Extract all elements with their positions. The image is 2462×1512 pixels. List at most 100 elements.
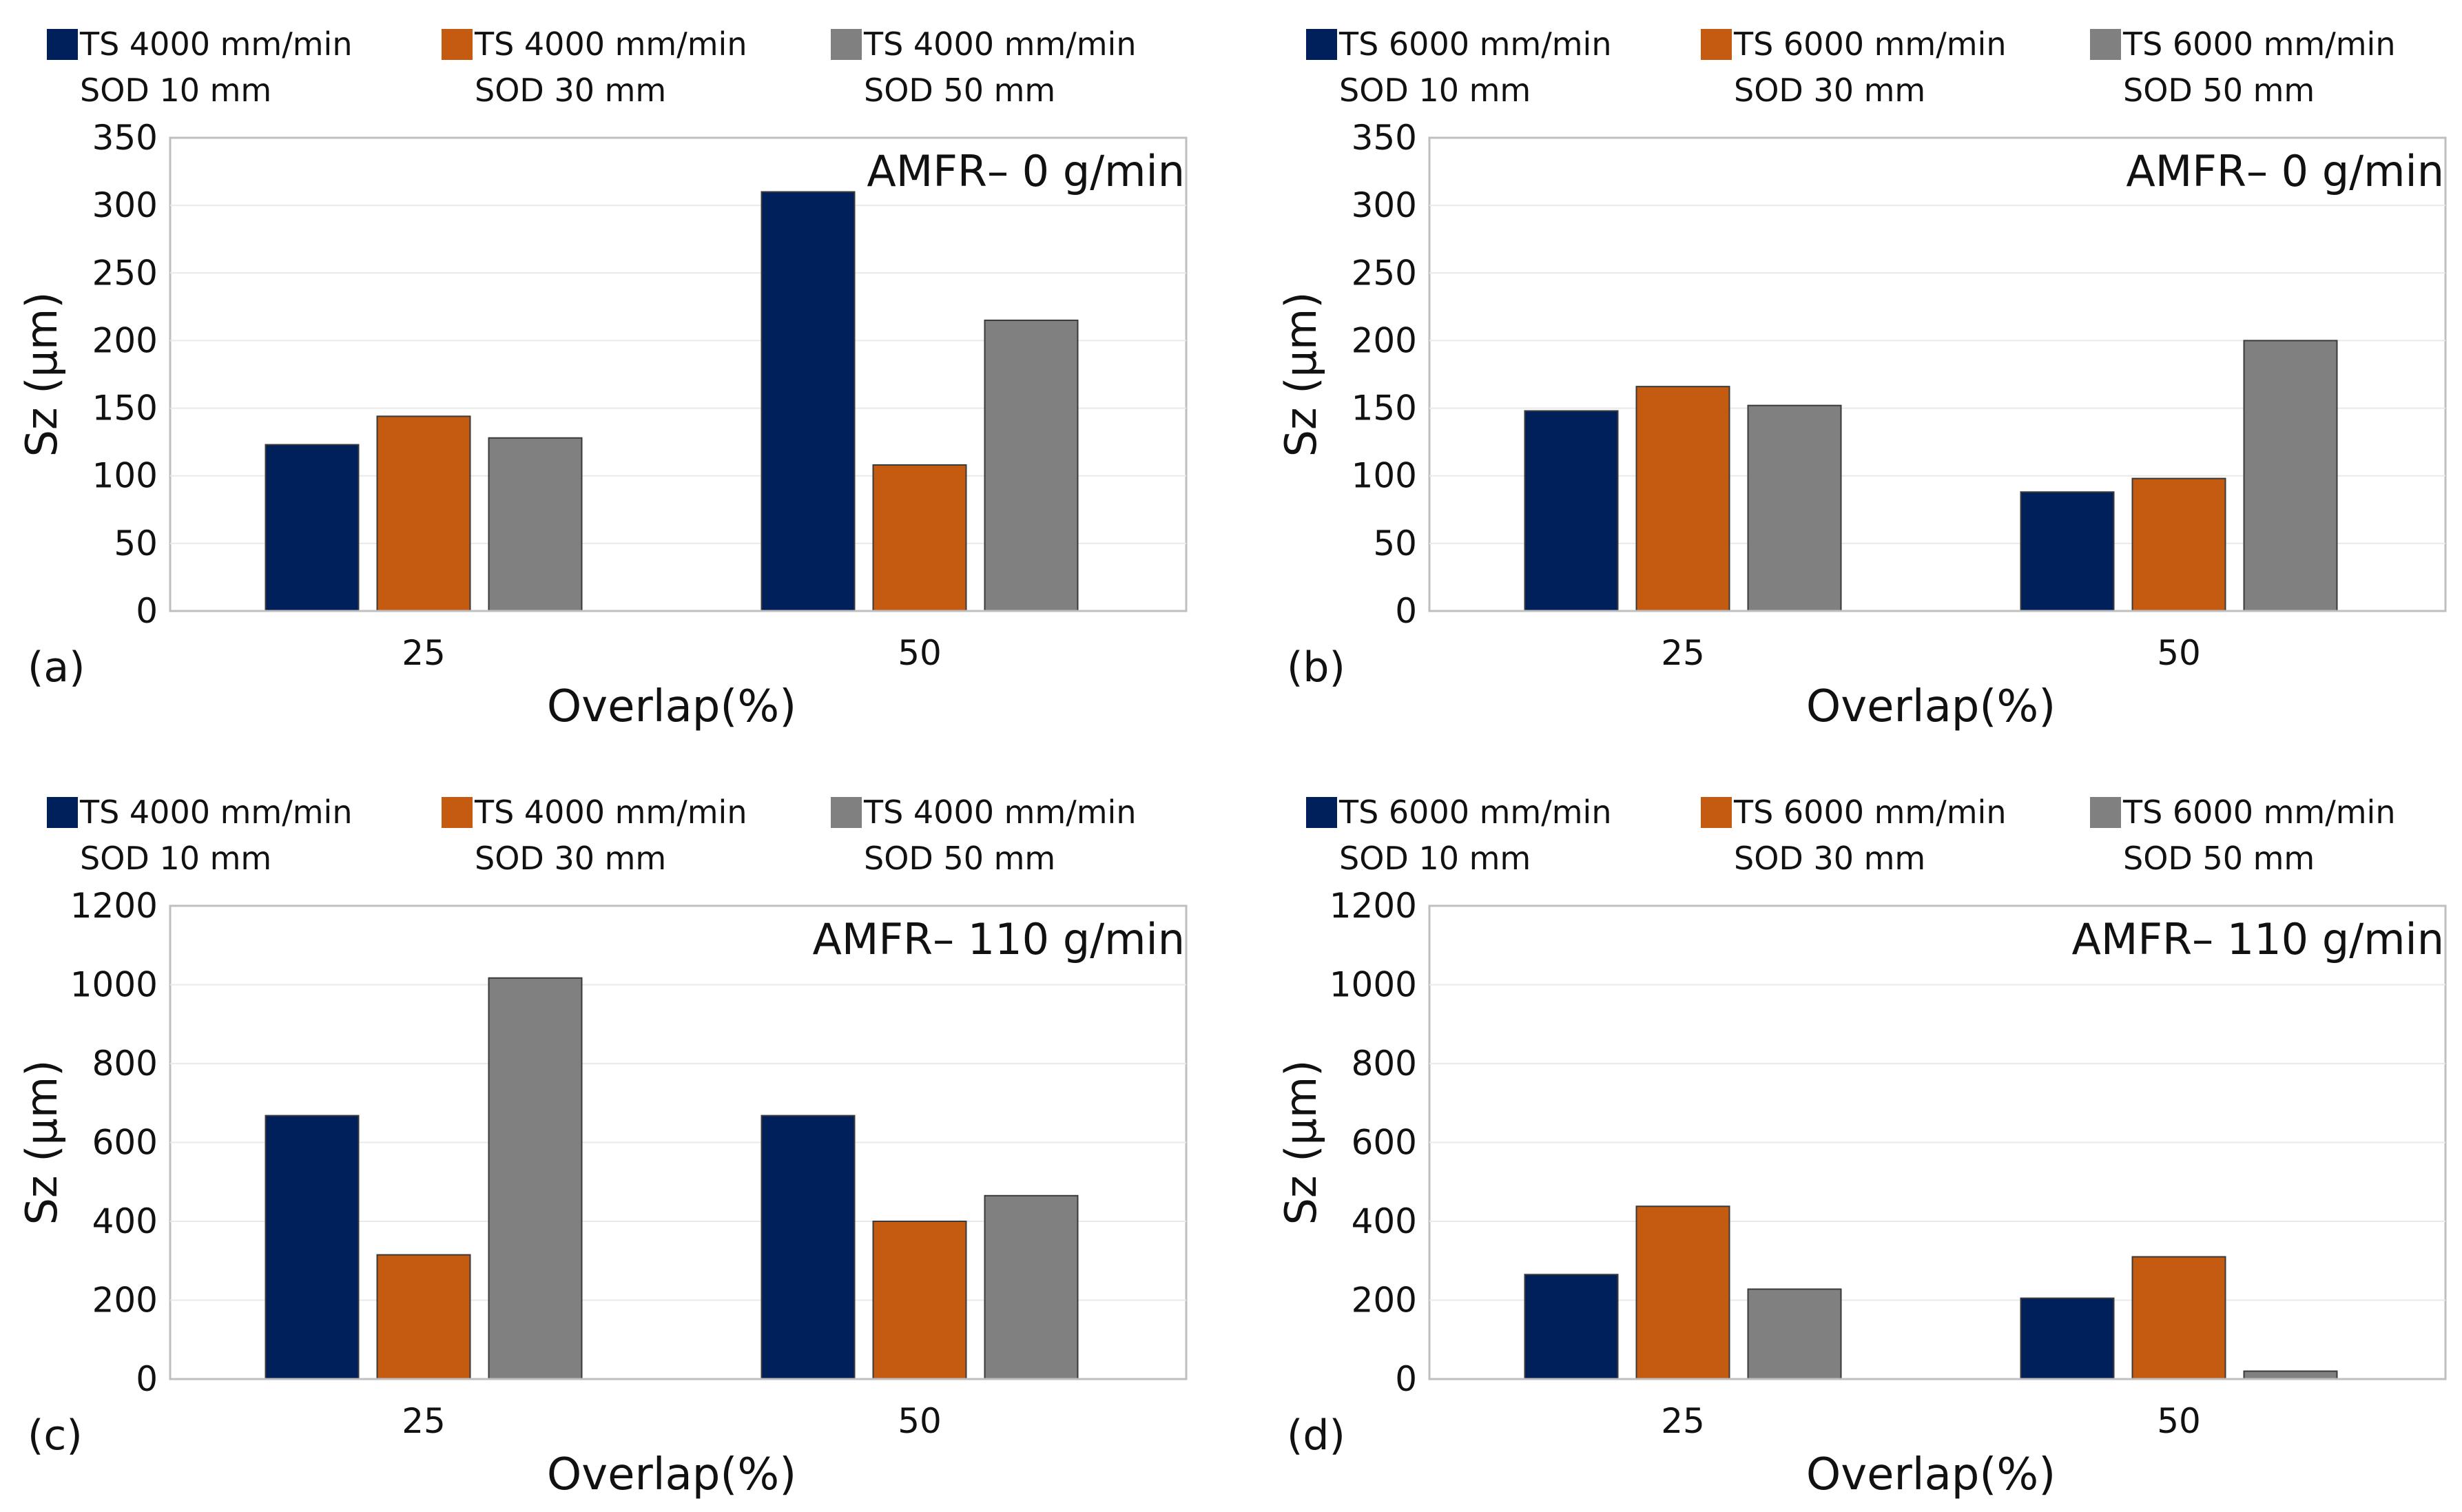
legend-entry-3: TS 6000 mm/min SOD 50 mm — [2090, 794, 2395, 877]
x-tick-label: 25 — [1661, 633, 1705, 673]
y-axis-title: Sz (µm) — [1276, 292, 1326, 457]
legend-label-line2: SOD 10 mm — [1339, 840, 1531, 877]
legend-label-line2: SOD 30 mm — [1734, 840, 1925, 877]
bar-3-50 — [2243, 1370, 2338, 1380]
legend-label-line1: TS 4000 mm/min — [79, 25, 352, 63]
legend-swatch — [831, 797, 862, 828]
x-tick-label: 50 — [2157, 633, 2201, 673]
y-tick-label: 400 — [1352, 1201, 1417, 1241]
bar-3-25 — [1747, 1288, 1842, 1380]
y-tick-label: 150 — [1352, 389, 1417, 428]
panel-label: (d) — [1287, 1411, 1345, 1460]
legend-label-line1: TS 6000 mm/min — [2122, 25, 2395, 63]
y-tick-label: 200 — [1352, 320, 1417, 360]
x-tick-label: 25 — [1661, 1401, 1705, 1441]
bar-2-25 — [1635, 1205, 1730, 1380]
legend-entry-1: TS 6000 mm/min SOD 10 mm — [1306, 794, 1611, 877]
y-axis-title: Sz (µm) — [1276, 1060, 1326, 1225]
bar-2-50 — [872, 464, 967, 612]
y-tick-label: 350 — [92, 118, 158, 158]
legend-label-line2: SOD 30 mm — [1734, 72, 1925, 109]
legend-label-line1: TS 6000 mm/min — [1338, 25, 1611, 63]
legend-swatch — [47, 797, 78, 828]
legend-entry-1: TS 6000 mm/min SOD 10 mm — [1306, 25, 1611, 109]
chart-title: AMFR– 110 g/min — [812, 914, 1185, 964]
y-tick-label: 300 — [1352, 185, 1417, 225]
x-tick-label: 25 — [402, 1401, 446, 1441]
x-axis-title: Overlap(%) — [1806, 681, 2056, 732]
y-tick-label: 800 — [1352, 1044, 1417, 1084]
chart-panel-b: TS 6000 mm/min SOD 10 mm TS 6000 mm/min SOD… — [1276, 25, 2447, 732]
y-tick-label: 1200 — [70, 886, 158, 926]
legend-entry-2: TS 4000 mm/min SOD 30 mm — [442, 794, 747, 877]
y-tick-label: 200 — [92, 1281, 158, 1321]
legend-label-line1: TS 6000 mm/min — [1733, 25, 2006, 63]
y-tick-label: 300 — [92, 185, 158, 225]
legend-label-line2: SOD 30 mm — [475, 840, 666, 877]
y-tick-label: 200 — [92, 320, 158, 360]
bar-2-50 — [2131, 477, 2226, 612]
y-tick-label: 0 — [1395, 591, 1417, 631]
y-tick-label: 400 — [92, 1201, 158, 1241]
legend-swatch — [1701, 797, 1732, 828]
bar-3-25 — [1747, 404, 1842, 612]
x-tick-label: 50 — [898, 633, 942, 673]
legend-label-line2: SOD 50 mm — [864, 840, 1055, 877]
legend-label-line1: TS 4000 mm/min — [863, 794, 1136, 831]
legend-swatch — [47, 29, 78, 60]
y-tick-label: 0 — [136, 591, 158, 631]
panel-label: (c) — [28, 1411, 83, 1460]
panel-label: (b) — [1287, 643, 1345, 692]
legend-label-line1: TS 4000 mm/min — [474, 794, 747, 831]
legend-label-line1: TS 4000 mm/min — [79, 794, 352, 831]
bar-2-25 — [1635, 386, 1730, 612]
legend-label-line2: SOD 50 mm — [2123, 840, 2315, 877]
chart-panel-d: TS 6000 mm/min SOD 10 mm TS 6000 mm/min SOD… — [1276, 794, 2447, 1500]
legend-entry-2: TS 6000 mm/min SOD 30 mm — [1701, 25, 2006, 109]
legend-label-line2: SOD 30 mm — [475, 72, 666, 109]
y-tick-label: 1200 — [1330, 886, 1417, 926]
legend-entry-3: TS 4000 mm/min SOD 50 mm — [831, 794, 1136, 877]
legend-swatch — [1306, 29, 1337, 60]
bar-1-50 — [2020, 1297, 2115, 1380]
legend-label-line1: TS 6000 mm/min — [1733, 794, 2006, 831]
legend-swatch — [831, 29, 862, 60]
y-tick-label: 800 — [92, 1044, 158, 1084]
x-axis-title: Overlap(%) — [547, 1449, 796, 1500]
bar-1-50 — [2020, 491, 2115, 612]
bar-3-50 — [984, 1194, 1079, 1380]
bar-1-25 — [1524, 1274, 1619, 1380]
legend-label-line2: SOD 50 mm — [864, 72, 1055, 109]
y-tick-label: 1000 — [70, 965, 158, 1005]
y-tick-label: 100 — [1352, 456, 1417, 496]
chart-title: AMFR– 0 g/min — [867, 146, 1185, 196]
y-tick-label: 1000 — [1330, 965, 1417, 1005]
legend-label-line2: SOD 10 mm — [80, 840, 271, 877]
panel-label: (a) — [28, 643, 85, 692]
legend-entry-3: TS 4000 mm/min SOD 50 mm — [831, 25, 1136, 109]
legend-swatch — [2090, 797, 2121, 828]
bar-3-25 — [488, 977, 583, 1380]
legend-entry-3: TS 6000 mm/min SOD 50 mm — [2090, 25, 2395, 109]
y-tick-label: 350 — [1352, 118, 1417, 158]
legend-swatch — [2090, 29, 2121, 60]
legend-label-line1: TS 4000 mm/min — [863, 25, 1136, 63]
chart-panel-a: TS 4000 mm/min SOD 10 mm TS 4000 mm/min SOD… — [17, 25, 1188, 732]
legend-swatch — [442, 797, 473, 828]
legend-label-line2: SOD 10 mm — [1339, 72, 1531, 109]
y-tick-label: 0 — [136, 1359, 158, 1399]
bar-2-25 — [376, 415, 471, 612]
legend-label-line1: TS 4000 mm/min — [474, 25, 747, 63]
y-axis-title: Sz (µm) — [17, 1060, 67, 1225]
bar-2-50 — [2131, 1256, 2226, 1380]
y-tick-label: 250 — [1352, 253, 1417, 293]
bar-1-25 — [265, 444, 360, 612]
legend-swatch — [1306, 797, 1337, 828]
bar-1-25 — [1524, 410, 1619, 612]
y-axis-title: Sz (µm) — [17, 292, 67, 457]
y-tick-label: 250 — [92, 253, 158, 293]
legend-label-line1: TS 6000 mm/min — [1338, 794, 1611, 831]
legend-entry-1: TS 4000 mm/min SOD 10 mm — [47, 25, 352, 109]
x-tick-label: 25 — [402, 633, 446, 673]
